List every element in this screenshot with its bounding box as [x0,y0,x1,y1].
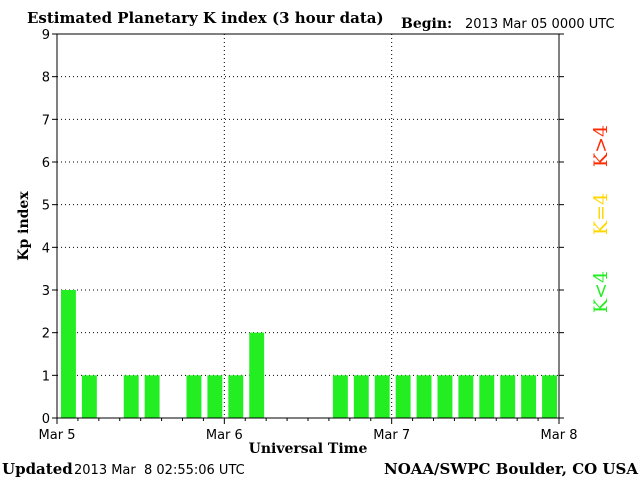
y-tick-label: 8 [42,71,50,86]
updated-label: Updated [2,460,73,478]
kp-bar [500,375,516,418]
y-tick-label: 0 [42,412,50,427]
begin-value: 2013 Mar 05 0000 UTC [465,17,615,32]
grid-lines [57,34,559,418]
y-tick-label: 4 [42,241,50,256]
kp-bar [395,375,411,418]
updated-value: 2013 Mar 8 02:55:06 UTC [74,463,245,478]
y-tick-label: 2 [42,327,50,342]
x-axis-label: Universal Time [249,441,368,457]
kp-bar [144,375,160,418]
chart-title: Estimated Planetary K index (3 hour data… [27,9,384,27]
source-label: NOAA/SWPC Boulder, CO USA [384,460,638,478]
axes: 0 1 2 3 4 5 6 7 8 9 Mar 5 Mar 6 Mar 7 Mar 8 [39,28,578,443]
kp-bar [207,375,223,418]
y-tick-label: 7 [42,113,50,128]
kp-bar [542,375,557,418]
x-tick-label: Mar 8 [541,428,578,443]
x-tick-label: Mar 5 [39,428,76,443]
legend-k-less-4: K<4 [590,271,612,313]
kp-bar [458,375,474,418]
kp-bar [374,375,390,418]
bars [61,290,557,418]
kp-bar [353,375,369,418]
kp-bar [228,375,244,418]
y-tick-label: 5 [42,199,50,214]
y-tick-label: 6 [42,156,50,171]
kp-bar [332,375,348,418]
y-tick-label: 1 [42,369,50,384]
legend-k-greater-4: K>4 [590,125,612,167]
x-tick-label: Mar 7 [373,428,410,443]
kp-bar [479,375,495,418]
x-tick-label: Mar 6 [206,428,243,443]
y-tick-label: 3 [42,284,50,299]
legend-k-equals-4: K=4 [590,193,612,235]
kp-bar [123,375,139,418]
y-axis-label: Kp index [16,191,32,261]
plot-area [57,34,559,418]
kp-bar [61,290,76,418]
kp-bar [416,375,432,418]
y-tick-label: 9 [42,28,50,43]
kp-bar [81,375,97,418]
begin-label: Begin: [401,16,452,32]
kp-bar [521,375,537,418]
kp-bar [437,375,453,418]
kp-bar [249,332,265,418]
kp-bar [186,375,202,418]
